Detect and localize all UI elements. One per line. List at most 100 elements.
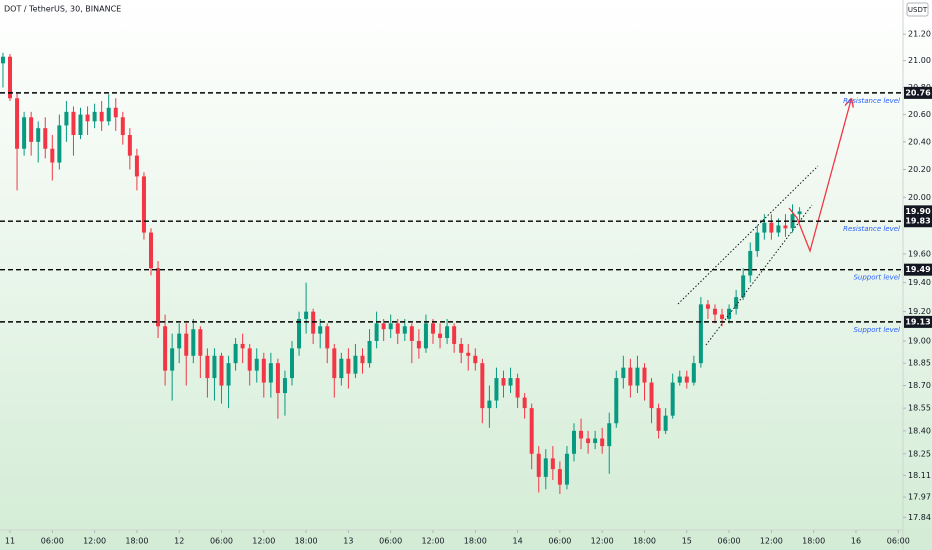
x-tick-label: 06:00 <box>548 537 571 546</box>
candle-body <box>480 363 485 409</box>
candle-body <box>304 311 309 319</box>
candle-body <box>184 333 189 356</box>
candle-body <box>783 225 788 229</box>
candle-body <box>571 430 576 454</box>
level-price: 19.13 <box>905 317 930 326</box>
candle-body <box>438 333 443 339</box>
candle-body <box>550 458 555 470</box>
y-tick-label: 18.85 <box>908 359 931 368</box>
last-price-box <box>904 205 932 218</box>
candle-body <box>149 232 154 269</box>
candle-body <box>741 275 746 298</box>
candle-body <box>141 176 146 233</box>
candle-body <box>494 378 499 401</box>
y-tick-label: 21.20 <box>908 30 931 39</box>
y-tick-label: 19.40 <box>908 278 931 287</box>
candle-body <box>409 326 414 341</box>
candle-body <box>8 56 13 99</box>
candle-body <box>318 326 323 334</box>
level-price: 19.83 <box>905 217 930 226</box>
y-tick-label: 18.25 <box>908 449 931 458</box>
candle-body <box>452 326 457 344</box>
candle-body <box>543 458 548 477</box>
candle-body <box>261 358 266 383</box>
level-price: 20.76 <box>905 88 931 97</box>
candle-body <box>268 363 273 383</box>
x-tick-label: 12:00 <box>421 537 444 546</box>
candle-body <box>360 355 365 364</box>
candle-body <box>120 117 125 136</box>
candle-body <box>614 378 619 424</box>
candle-body <box>311 311 316 334</box>
candle-body <box>670 382 675 416</box>
candle-body <box>85 114 90 122</box>
candle-body <box>508 378 513 386</box>
candle-body <box>628 367 633 386</box>
candle-body <box>776 225 781 233</box>
candle-body <box>50 148 55 163</box>
candle-body <box>522 397 527 409</box>
x-tick-label: 14 <box>512 537 522 546</box>
candle-body <box>43 128 48 149</box>
x-tick-label: 13 <box>343 537 353 546</box>
y-tick-label: 18.70 <box>908 381 931 390</box>
x-tick-label: 12:00 <box>591 537 614 546</box>
candle-body <box>416 340 421 349</box>
candle-body <box>15 98 20 149</box>
candle-body <box>677 376 682 383</box>
candle-body <box>205 355 210 379</box>
candle-body <box>374 323 379 341</box>
candle-body <box>501 378 506 386</box>
candle-body <box>134 155 139 177</box>
candle-body <box>649 382 654 409</box>
candle-body <box>459 343 464 353</box>
level-label: Resistance level <box>843 225 900 233</box>
x-tick-label: 12:00 <box>83 537 106 546</box>
x-tick-label: 06:00 <box>379 537 402 546</box>
candle-body <box>529 408 534 454</box>
x-tick-label: 06:00 <box>210 537 233 546</box>
y-tick-label: 17.97 <box>908 493 931 502</box>
level-price: 19.49 <box>905 265 931 274</box>
candle-body <box>388 323 393 330</box>
y-tick-label: 18.40 <box>908 426 931 435</box>
level-price-box <box>904 263 932 276</box>
candle-body <box>127 135 132 156</box>
y-tick-label: 20.40 <box>908 137 931 146</box>
candle-body <box>0 56 5 64</box>
candle-body <box>92 111 97 122</box>
y-tick-label: 18.11 <box>908 471 931 480</box>
candle-body <box>586 438 591 444</box>
candle-body <box>113 107 118 118</box>
candle-body <box>297 318 302 349</box>
last-price: 19.90 <box>905 207 931 216</box>
unit-label: USDT <box>908 6 928 14</box>
x-tick-label: 18:00 <box>802 537 825 546</box>
candle-body <box>536 453 541 477</box>
candle-body <box>346 358 351 374</box>
level-price-box <box>904 215 932 228</box>
candle-body <box>564 453 569 485</box>
candle-body <box>332 348 337 379</box>
candle-body <box>734 297 739 309</box>
x-tick-label: 11 <box>5 537 15 546</box>
x-tick-label: 18:00 <box>633 537 656 546</box>
candle-body <box>367 340 372 364</box>
candle-body <box>621 367 626 379</box>
candle-body <box>177 333 182 349</box>
candle-body <box>275 363 280 394</box>
candle-body <box>198 329 203 356</box>
candle-body <box>395 323 400 334</box>
y-tick-label: 18.55 <box>908 404 931 413</box>
candle-body <box>282 378 287 394</box>
candle-body <box>64 111 69 126</box>
level-label: Support level <box>853 326 900 334</box>
candle-body <box>219 355 224 386</box>
candle-body <box>233 343 238 364</box>
x-tick-label: 18:00 <box>464 537 487 546</box>
candle-body <box>755 232 760 252</box>
candle-body <box>663 415 668 431</box>
candle-body <box>600 438 605 447</box>
candle-body <box>705 304 710 309</box>
candle-body <box>22 117 27 149</box>
